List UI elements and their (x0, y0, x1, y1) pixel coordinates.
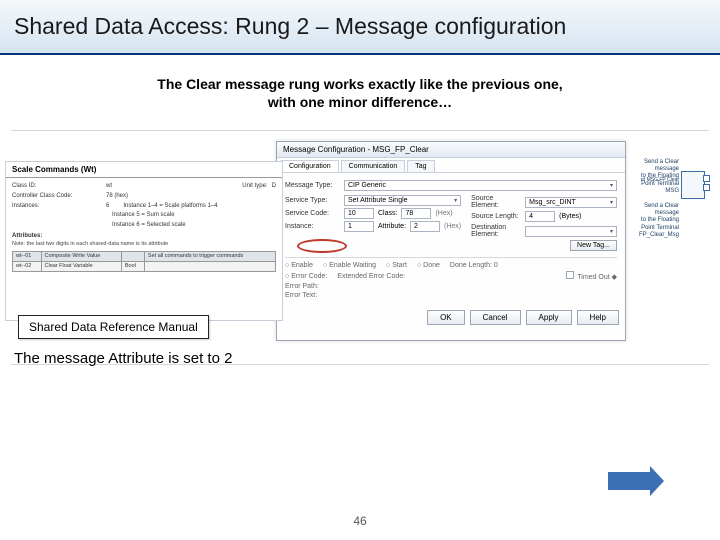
input-service-code[interactable]: 10 (344, 208, 374, 219)
subtitle-line2: with one minor difference… (0, 93, 720, 111)
slide-title: Shared Data Access: Rung 2 – Message con… (0, 0, 720, 55)
next-arrow-icon[interactable] (608, 472, 650, 490)
callout-attribute-note: The message Attribute is set to 2 (14, 350, 232, 367)
dialog-titlebar: Message Configuration - MSG_FP_Clear (277, 142, 625, 158)
help-button[interactable]: Help (577, 310, 619, 325)
reference-manual-panel: Scale Commands (Wt) Class ID:wt Unit typ… (5, 161, 283, 321)
label-class: Class: (378, 210, 397, 217)
ladder-msg-block (681, 171, 705, 199)
chevron-down-icon: ▾ (610, 228, 613, 235)
label-source-len: Source Length: (471, 213, 521, 220)
tab-communication[interactable]: Communication (341, 160, 406, 172)
cancel-button[interactable]: Cancel (470, 310, 521, 325)
input-source-len[interactable]: 4 (525, 211, 555, 222)
attribute-highlight-circle (297, 239, 347, 253)
attribute-table: wt--01Composite Write ValueSet all comma… (12, 251, 276, 272)
select-dest[interactable]: ▾ (525, 226, 617, 237)
label-attribute: Attribute: (378, 223, 406, 230)
label-service-code: Service Code: (285, 210, 340, 217)
select-service-type[interactable]: Set Attribute Single▾ (344, 195, 461, 206)
ladder-fragment: Send a Clear messageto the FloatingPoint… (614, 159, 709, 229)
checkbox-timed-out[interactable] (566, 271, 574, 279)
input-attribute[interactable]: 2 (410, 221, 440, 232)
input-class[interactable]: 78 (401, 208, 431, 219)
slide-subtitle: The Clear message rung works exactly lik… (0, 75, 720, 111)
dialog-tabs: Configuration Communication Tag (277, 158, 625, 173)
input-instance[interactable]: 1 (344, 221, 374, 232)
callout-reference-label: Shared Data Reference Manual (18, 315, 209, 339)
chevron-down-icon: ▾ (610, 182, 613, 189)
chevron-down-icon: ▾ (454, 197, 457, 204)
doc-title: Scale Commands (Wt) (6, 162, 282, 178)
ladder-block-label: rd MSG FP Clear (641, 177, 679, 183)
page-number: 46 (353, 514, 366, 528)
new-tag-button[interactable]: New Tag... (570, 240, 617, 251)
tab-configuration[interactable]: Configuration (281, 160, 339, 172)
label-dest: Destination Element: (471, 224, 521, 238)
tab-tag[interactable]: Tag (407, 160, 434, 172)
select-msg-type[interactable]: CIP Generic▾ (344, 180, 617, 191)
chevron-down-icon: ▾ (610, 199, 613, 206)
ok-button[interactable]: OK (427, 310, 465, 325)
label-msg-type: Message Type: (285, 182, 340, 189)
select-source-elem[interactable]: Msg_src_DINT▾ (525, 197, 617, 208)
label-service-type: Service Type: (285, 197, 340, 204)
label-bytes: (Bytes) (559, 213, 581, 220)
dialog-buttons: OK Cancel Apply Help (277, 306, 625, 329)
subtitle-line1: The Clear message rung works exactly lik… (0, 75, 720, 93)
label-instance: Instance: (285, 223, 340, 230)
label-source-elem: Source Element: (471, 195, 521, 209)
apply-button[interactable]: Apply (526, 310, 572, 325)
ladder-comment-2: Send a Clear messageto the FloatingPoint… (619, 203, 679, 239)
